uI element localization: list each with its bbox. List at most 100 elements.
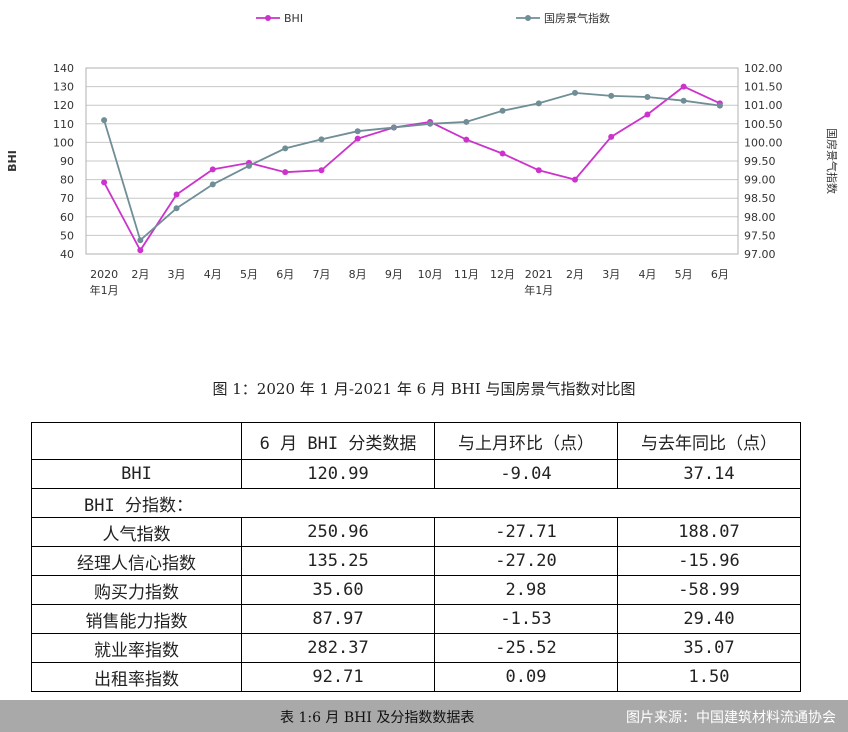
- data-point-national-index: [535, 100, 542, 107]
- image-source-watermark: 图片来源：中国建筑材料流通协会: [626, 710, 836, 726]
- table-cell: 35.07: [617, 633, 801, 663]
- table-cell: 120.99: [241, 459, 435, 489]
- table-header-cell: [31, 422, 242, 460]
- data-point-national-index: [644, 94, 651, 101]
- data-point-bhi: [209, 166, 216, 173]
- y-tick-label: 40: [60, 248, 74, 261]
- y-tick-label: 140: [53, 62, 74, 75]
- data-point-bhi: [354, 135, 361, 142]
- data-point-bhi: [282, 169, 289, 176]
- table-row-label: 购买力指数: [31, 575, 242, 605]
- table-row-label: 就业率指数: [31, 633, 242, 663]
- data-point-bhi: [499, 150, 506, 157]
- x-tick-label: 2月: [131, 268, 149, 281]
- bhi-data-table: 6 月 BHI 分类数据 与上月环比（点） 与去年同比（点） BHI 120.99…: [31, 422, 801, 692]
- table-cell: 87.97: [241, 604, 435, 634]
- table-row: 出租率指数 92.71 0.09 1.50: [31, 662, 801, 692]
- table-cell: 282.37: [241, 633, 435, 663]
- x-tick-label: 12月: [490, 268, 515, 281]
- legend-label: 国房景气指数: [544, 11, 610, 25]
- table-row-label: BHI: [31, 459, 242, 489]
- table-cell: 35.60: [241, 575, 435, 605]
- data-point-bhi: [572, 176, 578, 183]
- table-row: 经理人信心指数 135.25 -27.20 -15.96: [31, 546, 801, 576]
- table-cell: -27.20: [434, 546, 618, 576]
- table-cell: 29.40: [617, 604, 801, 634]
- x-tick-label: 年1月: [90, 283, 119, 297]
- data-point-national-index: [282, 145, 289, 152]
- data-point-bhi: [463, 136, 470, 143]
- x-tick-label: 3月: [602, 268, 620, 281]
- series-line-bhi: [103, 85, 721, 253]
- table-cell: -25.52: [434, 633, 618, 663]
- data-point-national-index: [354, 128, 361, 135]
- y-tick-label: 50: [60, 229, 74, 242]
- y-axis-title: BHI: [6, 150, 19, 172]
- data-point-national-index: [390, 124, 397, 131]
- y-tick-label: 80: [60, 174, 74, 187]
- table-row: 销售能力指数 87.97 -1.53 29.40: [31, 604, 801, 634]
- x-tick-label: 2021: [525, 268, 553, 281]
- data-point-bhi: [644, 111, 651, 118]
- table-row: 购买力指数 35.60 2.98 -58.99: [31, 575, 801, 605]
- x-tick-label: 5月: [240, 268, 258, 281]
- y2-axis-title: 国房景气指数: [825, 128, 839, 194]
- table-row: 人气指数 250.96 -27.71 188.07: [31, 517, 801, 547]
- table-header-row: 6 月 BHI 分类数据 与上月环比（点） 与去年同比（点）: [31, 422, 801, 460]
- table-caption: 表 1:6 月 BHI 及分指数数据表: [280, 710, 475, 726]
- bhi-vs-national-index-chart: BHI 国房景气指数 40 97.00 50 97.50 60 98.00 70 98.50 80…: [6, 11, 839, 297]
- data-point-bhi: [680, 83, 687, 90]
- data-point-bhi: [101, 179, 108, 186]
- table-cell: 2.98: [434, 575, 618, 605]
- table-cell: 135.25: [241, 546, 435, 576]
- table-header-cell: 6 月 BHI 分类数据: [241, 422, 435, 460]
- table-row: 就业率指数 282.37 -25.52 35.07: [31, 633, 801, 663]
- data-point-national-index: [173, 205, 180, 212]
- figure-caption: 图 1：2020 年 1 月-2021 年 6 月 BHI 与国房景气指数对比图: [212, 380, 636, 398]
- data-point-national-index: [246, 162, 252, 169]
- legend-marker: [525, 15, 531, 21]
- table-row-label: 人气指数: [31, 517, 242, 547]
- y-tick-label: 110: [53, 118, 74, 131]
- table-row-label: 经理人信心指数: [31, 546, 242, 576]
- y2-tick-label: 101.50: [744, 81, 783, 94]
- chart-legend: BHI 国房景气指数: [256, 11, 610, 25]
- data-point-bhi: [608, 133, 615, 140]
- data-point-national-index: [680, 97, 687, 104]
- y-tick-label: 70: [60, 192, 74, 205]
- table-cell: -9.04: [434, 459, 618, 489]
- plot-area-frame: [85, 67, 739, 255]
- x-tick-label: 2月: [566, 268, 584, 281]
- y-tick-label: 100: [53, 136, 74, 149]
- y-tick-label: 120: [53, 99, 74, 112]
- table-row-label: 出租率指数: [31, 662, 242, 692]
- x-tick-label: 5月: [675, 268, 693, 281]
- x-tick-label: 3月: [168, 268, 186, 281]
- x-tick-label: 10月: [418, 268, 443, 281]
- y2-tick-label: 100.00: [744, 136, 783, 149]
- chart-series: [101, 83, 723, 254]
- chart-axes: 40 97.00 50 97.50 60 98.00 70 98.50 80 99.00 90 99.…: [6, 62, 839, 297]
- table-cell: 1.50: [617, 662, 801, 692]
- data-point-national-index: [209, 181, 216, 188]
- table-cell: -27.71: [434, 517, 618, 547]
- footer-bar: 表 1:6 月 BHI 及分指数数据表 图片来源：中国建筑材料流通协会: [0, 700, 848, 732]
- y2-tick-label: 98.00: [744, 211, 776, 224]
- data-point-national-index: [499, 107, 506, 114]
- legend-marker: [265, 15, 271, 21]
- table-cell: 250.96: [241, 517, 435, 547]
- table-cell: -1.53: [434, 604, 618, 634]
- data-point-national-index: [101, 117, 108, 124]
- data-point-bhi: [137, 247, 144, 254]
- x-tick-label: 6月: [711, 268, 729, 281]
- y-tick-label: 130: [53, 81, 74, 94]
- x-tick-label: 6月: [276, 268, 294, 281]
- table-row: BHI 分指数：: [31, 488, 801, 518]
- series-line-national-index: [103, 91, 721, 242]
- data-point-national-index: [463, 118, 470, 125]
- x-tick-label: 4月: [204, 268, 222, 281]
- data-point-national-index: [427, 120, 434, 127]
- data-point-national-index: [608, 92, 615, 99]
- table-section-label: BHI 分指数：: [31, 488, 801, 518]
- y2-tick-label: 97.00: [744, 248, 776, 261]
